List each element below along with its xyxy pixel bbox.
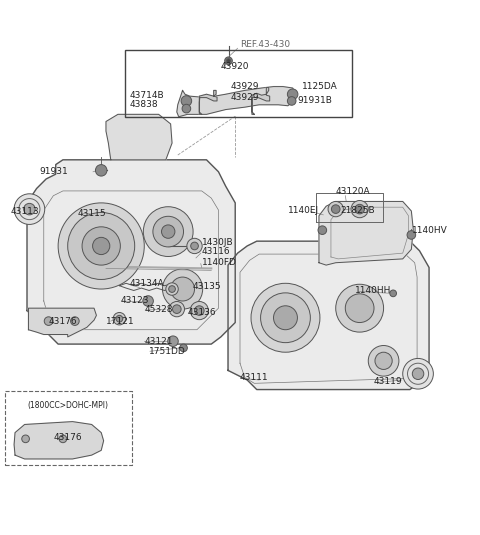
Polygon shape xyxy=(199,90,217,114)
Text: 1140EJ: 1140EJ xyxy=(288,205,319,215)
Bar xyxy=(125,50,352,117)
Circle shape xyxy=(351,201,368,218)
Text: 1125DA: 1125DA xyxy=(302,82,338,91)
Circle shape xyxy=(68,212,135,279)
Circle shape xyxy=(182,104,191,113)
Circle shape xyxy=(261,293,311,342)
Text: 43116: 43116 xyxy=(202,247,230,256)
Polygon shape xyxy=(228,241,429,389)
Circle shape xyxy=(170,277,194,301)
Circle shape xyxy=(22,435,29,442)
Circle shape xyxy=(161,225,175,238)
Text: 43111: 43111 xyxy=(240,373,269,382)
Circle shape xyxy=(44,317,53,325)
Circle shape xyxy=(82,227,120,265)
Circle shape xyxy=(355,204,364,214)
Circle shape xyxy=(191,242,198,250)
Circle shape xyxy=(166,283,178,295)
Circle shape xyxy=(345,294,374,323)
Circle shape xyxy=(375,352,392,370)
Text: REF.43-430: REF.43-430 xyxy=(240,41,290,49)
Text: 43120A: 43120A xyxy=(336,187,371,196)
Text: (1800CC>DOHC-MPI): (1800CC>DOHC-MPI) xyxy=(27,401,108,410)
Text: 43920: 43920 xyxy=(221,62,249,71)
Circle shape xyxy=(288,97,296,105)
Text: 45328: 45328 xyxy=(144,304,173,314)
Circle shape xyxy=(116,315,123,322)
Circle shape xyxy=(93,238,110,255)
Text: 43838: 43838 xyxy=(130,100,158,109)
Text: 1140HH: 1140HH xyxy=(355,286,391,295)
Circle shape xyxy=(190,302,208,320)
Text: 91931B: 91931B xyxy=(298,96,332,105)
Circle shape xyxy=(71,317,79,325)
Circle shape xyxy=(181,96,192,106)
Polygon shape xyxy=(252,88,270,114)
Circle shape xyxy=(403,358,433,389)
Text: 1140FD: 1140FD xyxy=(202,258,237,267)
Circle shape xyxy=(168,286,175,293)
Circle shape xyxy=(390,290,396,297)
Text: 43119: 43119 xyxy=(374,377,403,386)
Text: 43929: 43929 xyxy=(230,82,259,91)
Circle shape xyxy=(251,284,320,352)
Circle shape xyxy=(168,336,178,347)
Circle shape xyxy=(225,57,232,65)
Text: 43123: 43123 xyxy=(120,295,149,304)
Text: 43176: 43176 xyxy=(48,317,77,326)
Text: 91931: 91931 xyxy=(39,167,68,176)
Circle shape xyxy=(180,344,187,351)
Text: 43121: 43121 xyxy=(144,337,173,346)
Circle shape xyxy=(113,312,126,325)
Polygon shape xyxy=(177,87,297,117)
Text: 43176: 43176 xyxy=(53,433,82,442)
Text: 43136: 43136 xyxy=(187,309,216,317)
Text: 1751DD: 1751DD xyxy=(149,347,186,356)
Polygon shape xyxy=(27,160,235,344)
Circle shape xyxy=(368,346,399,376)
Circle shape xyxy=(143,296,154,306)
Circle shape xyxy=(144,207,193,256)
Bar xyxy=(4,391,132,465)
Circle shape xyxy=(58,203,144,289)
Circle shape xyxy=(194,306,204,315)
Text: 21825B: 21825B xyxy=(340,205,375,215)
Text: 43115: 43115 xyxy=(77,209,106,218)
Circle shape xyxy=(24,203,35,215)
Text: 43134A: 43134A xyxy=(130,279,165,288)
Circle shape xyxy=(331,205,340,213)
Circle shape xyxy=(14,194,45,224)
Circle shape xyxy=(172,305,181,314)
Circle shape xyxy=(318,226,326,234)
Circle shape xyxy=(328,202,343,217)
Circle shape xyxy=(153,216,183,247)
Circle shape xyxy=(407,231,416,239)
Circle shape xyxy=(412,368,424,379)
Polygon shape xyxy=(106,114,172,160)
Circle shape xyxy=(336,284,384,332)
Polygon shape xyxy=(28,308,96,337)
Circle shape xyxy=(59,435,67,442)
Text: 43929: 43929 xyxy=(230,93,259,102)
Text: 17121: 17121 xyxy=(106,317,134,326)
Polygon shape xyxy=(14,422,104,459)
Circle shape xyxy=(162,269,203,309)
Text: 43714B: 43714B xyxy=(130,91,165,100)
Circle shape xyxy=(187,238,202,254)
Circle shape xyxy=(96,165,107,176)
Polygon shape xyxy=(319,202,413,265)
Circle shape xyxy=(227,59,230,63)
Text: 43113: 43113 xyxy=(10,207,39,216)
Circle shape xyxy=(288,89,298,100)
Text: 43135: 43135 xyxy=(192,282,221,291)
Circle shape xyxy=(274,306,298,330)
Text: 1140HV: 1140HV xyxy=(412,226,448,235)
Text: 1430JB: 1430JB xyxy=(202,238,233,247)
Circle shape xyxy=(169,302,184,317)
